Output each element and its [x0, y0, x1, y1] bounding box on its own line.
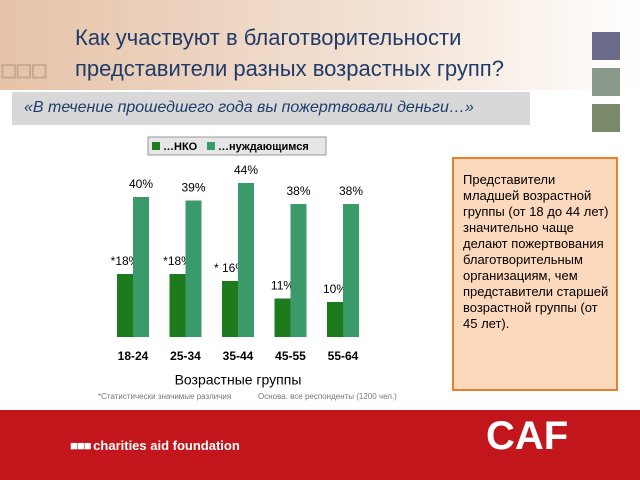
value-label: 11%: [271, 279, 294, 293]
value-label: *18%: [111, 254, 140, 268]
callout: Представители младшей возрастной группы …: [452, 157, 618, 391]
bar: [222, 281, 238, 337]
logo: CAF: [486, 414, 569, 458]
value-label: 38%: [339, 184, 363, 198]
bar: [290, 204, 307, 337]
value-label: 40%: [129, 177, 153, 191]
callout-text: Представители младшей возрастной группы …: [463, 172, 609, 331]
decor-squares: □□□: [2, 58, 48, 84]
x-tick-label: 18-24: [118, 349, 149, 363]
x-tick-label: 35-44: [223, 349, 254, 363]
bar: [185, 200, 202, 337]
base-note: Основа: все респонденты (1200 чел.): [258, 392, 397, 401]
footnote: *Статистически значимые различия: [98, 392, 232, 401]
bar: [343, 204, 359, 337]
x-tick-label: 55-64: [328, 349, 359, 363]
legend-swatch: [152, 142, 160, 150]
question-box: [12, 92, 530, 125]
legend-box: [147, 136, 327, 156]
legend-label: …НКО: [163, 141, 198, 153]
thumbnail: [592, 104, 620, 132]
thumbnail: [592, 32, 620, 60]
value-label: *18%: [163, 254, 192, 268]
org-name: charities aid foundation: [93, 438, 240, 453]
legend-label: …нуждающимся: [218, 141, 309, 153]
header-band: [0, 0, 640, 90]
x-tick-label: 45-55: [275, 349, 306, 363]
bar: [133, 197, 149, 337]
bar: [327, 302, 343, 337]
thumbnail: [592, 68, 620, 96]
x-axis-title: Возрастные группы: [175, 372, 302, 388]
value-label: 44%: [234, 163, 258, 177]
bar: [274, 298, 291, 337]
legend-swatch: [207, 142, 215, 150]
value-label: 38%: [286, 184, 310, 198]
org-name-line: ■■■ charities aid foundation: [70, 438, 240, 453]
footer-band: [0, 410, 640, 480]
slide-title: Как участвуют в благотворительности пред…: [75, 25, 504, 81]
value-label: 10%: [323, 282, 347, 296]
x-tick-label: 25-34: [170, 349, 201, 363]
bar: [238, 183, 254, 337]
question: «В течение прошедшего года вы пожертвова…: [24, 99, 474, 116]
value-label: 39%: [181, 181, 205, 195]
bar: [169, 274, 186, 337]
bar: [117, 274, 133, 337]
